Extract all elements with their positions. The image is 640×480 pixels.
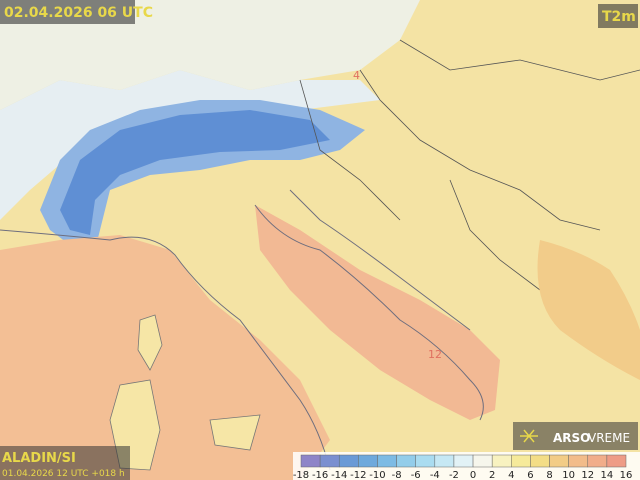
legend-label: 10 <box>562 470 575 480</box>
legend-swatch <box>511 454 531 468</box>
legend-label: 14 <box>601 470 614 480</box>
legend-label: 0 <box>470 470 476 480</box>
valid-time: 02.04.2026 06 UTC <box>4 5 153 21</box>
legend-swatch <box>338 454 359 468</box>
legend-swatch <box>319 454 340 468</box>
contour-label: 4 <box>353 69 360 82</box>
legend-label: -14 <box>331 470 347 480</box>
coastlines <box>0 189 484 471</box>
parameter: T2m <box>602 9 636 25</box>
legend-label: 4 <box>508 470 514 480</box>
logo-product: VREME <box>588 431 630 445</box>
alps-core <box>60 110 330 235</box>
model: ALADIN/SI <box>2 451 76 466</box>
legend-label: -6 <box>411 470 421 480</box>
legend-label: 6 <box>527 470 533 480</box>
legend-label: -18 <box>293 470 309 480</box>
model-box <box>0 446 130 480</box>
borders <box>299 39 640 291</box>
legend-swatch <box>300 454 321 468</box>
legend-swatch <box>606 454 627 468</box>
north-cold-area <box>0 0 420 110</box>
legend-label: -2 <box>449 470 459 480</box>
legend-label: 16 <box>620 470 633 480</box>
legend-swatch <box>415 454 436 468</box>
legend-label: 12 <box>581 470 594 480</box>
legend-swatch <box>568 454 589 468</box>
legend-swatch <box>491 454 512 468</box>
adriatic-sea <box>255 205 500 420</box>
legend-label: -8 <box>392 470 402 480</box>
legend-swatch <box>549 454 569 468</box>
logo-brand: ARSO <box>553 431 590 445</box>
legend-label: -10 <box>369 470 385 480</box>
legend-swatch <box>396 454 416 468</box>
balkan-warm-area <box>537 240 640 380</box>
run-info: 01.04.2026 12 UTC +018 h <box>2 469 125 479</box>
legend-label: 8 <box>546 470 552 480</box>
legend-swatch <box>358 454 378 468</box>
islands <box>109 314 261 471</box>
legend-swatch <box>472 454 493 468</box>
legend-swatch <box>377 454 397 468</box>
legend-label: -4 <box>430 470 440 480</box>
legend-swatch <box>453 454 474 468</box>
logo-icon <box>520 429 538 443</box>
legend-label: -12 <box>350 470 366 480</box>
contour-label: 12 <box>428 348 442 361</box>
legend-swatch <box>434 454 455 468</box>
parameter-box <box>598 4 638 28</box>
legend-label: -16 <box>312 470 328 480</box>
legend-swatch <box>587 454 608 468</box>
legend-label: 2 <box>489 470 495 480</box>
legend-swatch <box>530 454 550 468</box>
time-box <box>0 0 135 24</box>
legend: -18 -16 -14 -12 -10 -8 -6 -4 -2 0 2 4 6 8 10 12 14 16 <box>293 454 633 480</box>
